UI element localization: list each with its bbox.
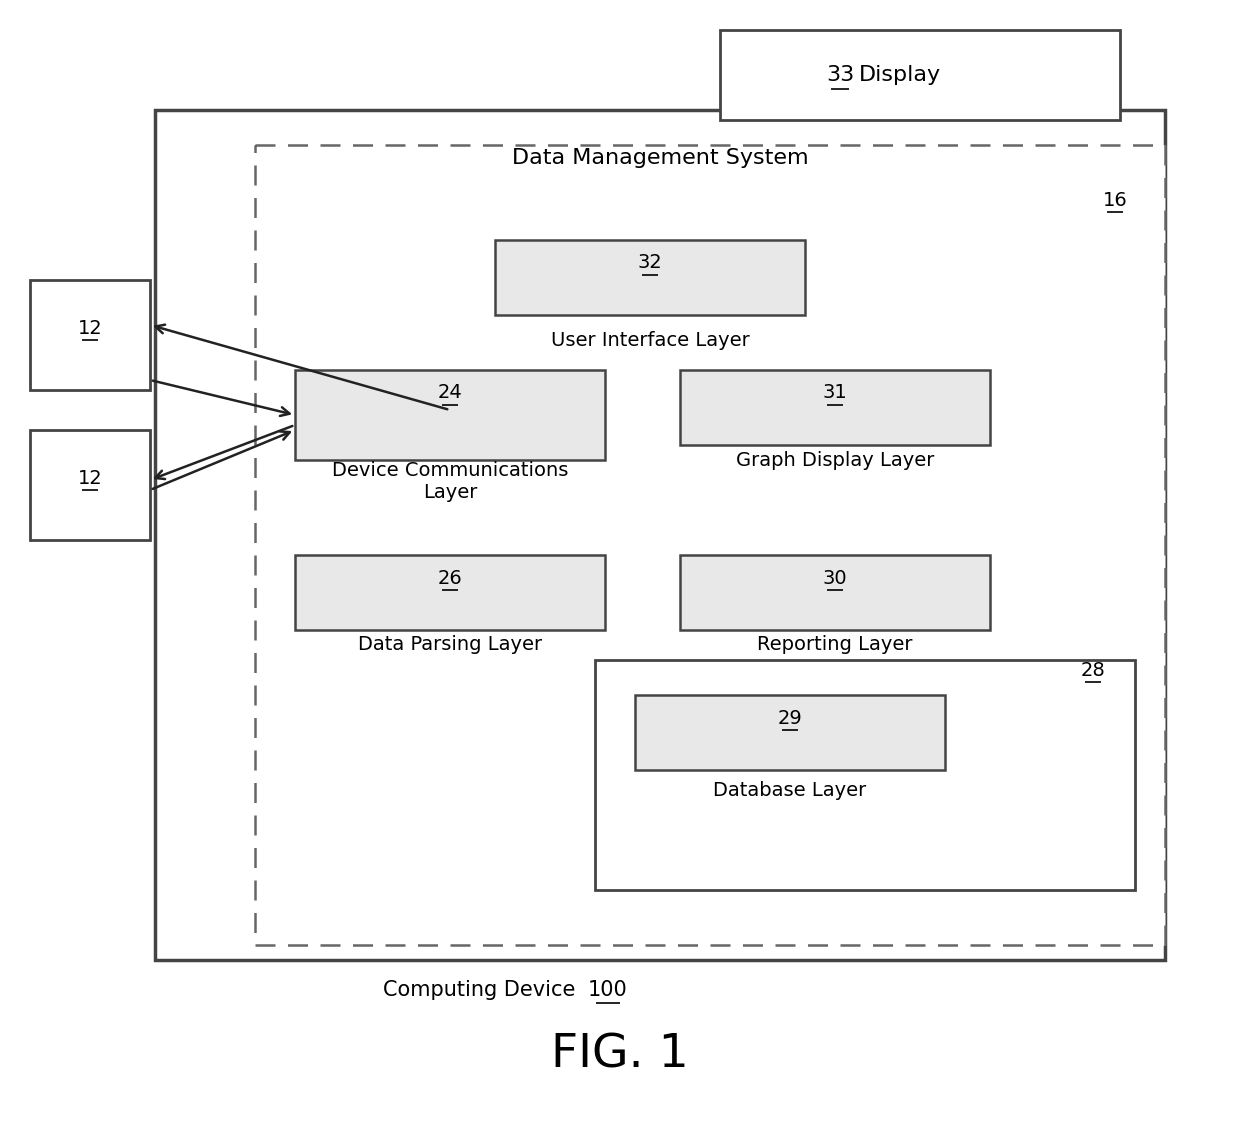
Text: 24: 24	[438, 384, 463, 403]
Bar	[295, 555, 605, 630]
Text: Layer: Layer	[423, 483, 477, 502]
Bar	[680, 370, 990, 446]
Text: 32: 32	[637, 253, 662, 272]
Bar	[680, 555, 990, 630]
Text: Computing Device: Computing Device	[383, 980, 575, 1000]
Text: 100: 100	[588, 980, 627, 1000]
Text: 30: 30	[822, 568, 847, 587]
Text: 29: 29	[777, 709, 802, 728]
Text: 26: 26	[438, 568, 463, 587]
Text: User Interface Layer: User Interface Layer	[551, 331, 749, 350]
Text: 16: 16	[1102, 190, 1127, 209]
Bar	[30, 430, 150, 540]
Text: 33: 33	[826, 65, 854, 86]
Bar	[295, 370, 605, 460]
Text: Device Communications: Device Communications	[332, 460, 568, 479]
Text: Data Parsing Layer: Data Parsing Layer	[358, 636, 542, 655]
Text: FIG. 1: FIG. 1	[551, 1033, 689, 1078]
Bar	[720, 30, 1120, 120]
Text: 31: 31	[822, 384, 847, 403]
Text: 28: 28	[1080, 660, 1105, 680]
Bar	[495, 240, 805, 315]
Text: 12: 12	[78, 468, 103, 487]
Bar	[155, 110, 1166, 960]
Bar	[255, 145, 1166, 945]
Text: Display: Display	[859, 65, 941, 86]
Bar	[30, 280, 150, 390]
Text: Database Layer: Database Layer	[713, 781, 867, 800]
Text: Graph Display Layer: Graph Display Layer	[735, 450, 934, 469]
Bar	[635, 695, 945, 770]
Text: Reporting Layer: Reporting Layer	[758, 636, 913, 655]
Text: 12: 12	[78, 318, 103, 337]
Bar	[595, 660, 1135, 890]
Text: Data Management System: Data Management System	[512, 148, 808, 168]
